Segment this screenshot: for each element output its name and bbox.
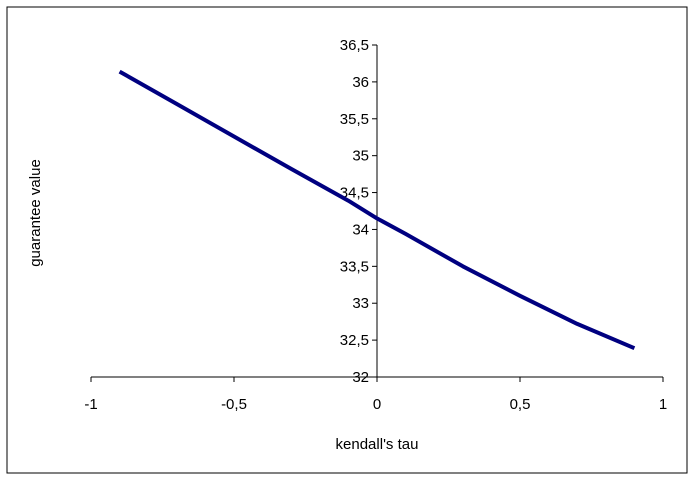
y-tick-label: 32,5 [340, 332, 369, 349]
x-tick-label: 1 [659, 396, 667, 413]
axes: -1 -0,5 0 0,5 1 32 32,5 33 33,5 34 34,5 35 35,5 36 36,… [84, 37, 667, 413]
y-tick-label: 35,5 [340, 111, 369, 128]
y-tick-label: 35 [352, 148, 369, 165]
y-axis-title: guarantee value [27, 159, 44, 267]
y-tick-label: 36 [352, 74, 369, 91]
x-tick-label: -0,5 [221, 396, 247, 413]
chart-border [6, 6, 688, 474]
y-tick-label: 33,5 [340, 258, 369, 275]
y-tick-label: 36,5 [340, 37, 369, 54]
y-tick-label: 33 [352, 295, 369, 312]
series-layer [118, 69, 636, 351]
x-axis-title: kendall's tau [336, 436, 419, 453]
y-tick-label: 32 [352, 369, 369, 386]
x-tick-label: -1 [84, 396, 97, 413]
x-tick-label: 0 [373, 396, 381, 413]
series-line [118, 69, 636, 351]
y-tick-label: 34 [352, 221, 369, 238]
x-tick-label: 0,5 [510, 396, 531, 413]
y-tick-label: 34,5 [340, 185, 369, 202]
